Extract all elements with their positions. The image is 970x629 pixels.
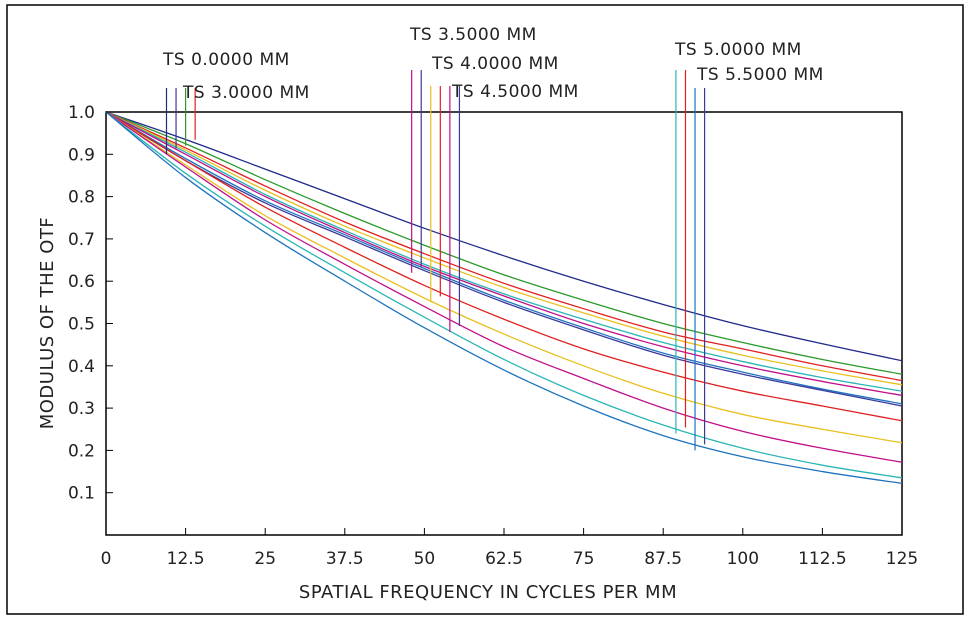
series-line-13 [105, 111, 903, 485]
marker-layer [165, 70, 706, 451]
series-line-11 [105, 111, 903, 463]
field-label: TS 5.0000 MM [674, 40, 802, 60]
x-tick-label: 125 [886, 549, 918, 569]
series-line-4 [105, 111, 903, 386]
field-label: TS 5.5000 MM [696, 65, 824, 85]
series-line-6 [105, 111, 903, 397]
x-axis-title: SPATIAL FREQUENCY IN CYCLES PER MM [299, 582, 677, 603]
series-line-3 [105, 111, 903, 382]
series-line-9 [105, 111, 903, 422]
x-tick-label: 112.5 [798, 549, 847, 569]
x-tick-label: 25 [254, 549, 276, 569]
field-label: TS 0.0000 MM [162, 50, 290, 70]
y-tick-label: 1.0 [68, 103, 95, 123]
field-label-layer: TS 0.0000 MM TS 3.0000 MM TS 3.5000 MM TS 4… [162, 25, 824, 103]
y-tick-label: 0.3 [68, 399, 95, 419]
y-tick-label: 0.9 [68, 145, 95, 165]
y-tick-label: 0.4 [68, 357, 95, 377]
x-tick-label: 0 [101, 549, 112, 569]
x-tick-label: 87.5 [644, 549, 682, 569]
x-tick-label: 50 [414, 549, 436, 569]
field-label: TS 4.5000 MM [451, 82, 579, 102]
y-tick-label: 0.6 [68, 272, 95, 292]
y-tick-label: 0.8 [68, 188, 95, 208]
x-tick-label: 100 [727, 549, 759, 569]
y-tick-label: 0.7 [68, 230, 95, 250]
field-label: TS 3.0000 MM [182, 83, 310, 103]
series-line-10 [105, 111, 903, 444]
field-label: TS 3.5000 MM [409, 25, 537, 45]
x-tick-label: 37.5 [326, 549, 364, 569]
series-line-7 [105, 111, 903, 405]
series-line-1 [105, 111, 903, 362]
x-tick-layer: 0 12.5 25 37.5 50 62.5 75 87.5 100 112.5 125 [101, 528, 918, 569]
series-line-12 [105, 111, 903, 479]
x-tick-label: 62.5 [485, 549, 523, 569]
series-line-8 [105, 111, 903, 407]
series-line-5 [105, 111, 903, 392]
field-label: TS 4.0000 MM [431, 54, 559, 74]
x-tick-label: 75 [573, 549, 595, 569]
series-line-2 [105, 111, 903, 375]
y-tick-label: 0.5 [68, 315, 95, 335]
series-layer [105, 111, 903, 485]
y-axis-title: MODULUS OF THE OTF [37, 217, 58, 430]
x-tick-label: 12.5 [167, 549, 205, 569]
y-tick-label: 0.1 [68, 484, 95, 504]
y-tick-layer: 0.1 0.2 0.3 0.4 0.5 0.6 0.7 0.8 0.9 1.0 [68, 103, 113, 504]
y-tick-label: 0.2 [68, 441, 95, 461]
